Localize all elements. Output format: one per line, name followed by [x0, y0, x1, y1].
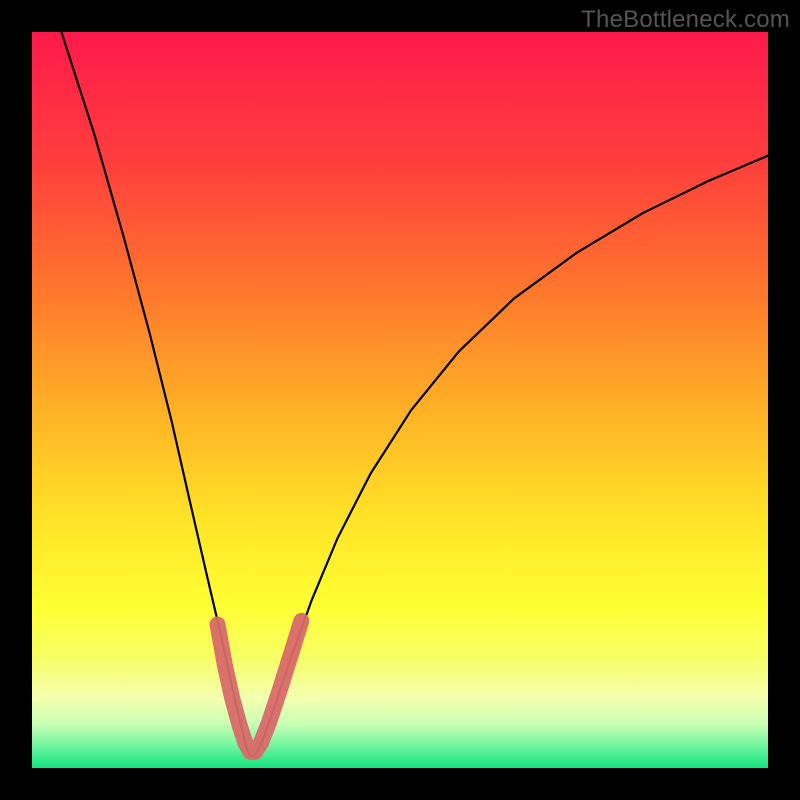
plot-svg — [32, 32, 768, 768]
chart-stage: TheBottleneck.com — [0, 0, 800, 800]
plot-background — [32, 32, 768, 768]
watermark-text: TheBottleneck.com — [581, 6, 790, 34]
plot-area — [32, 32, 768, 768]
